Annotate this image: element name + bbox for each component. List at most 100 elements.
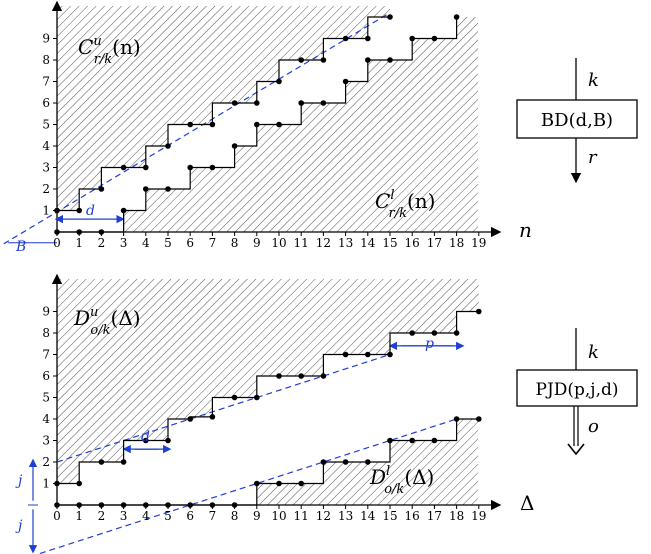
lower-point bbox=[342, 78, 349, 85]
bd-input-label: k bbox=[588, 70, 599, 91]
x-tick-label: 4 bbox=[142, 509, 150, 523]
y-tick-label: 1 bbox=[42, 477, 50, 491]
upper-point bbox=[98, 459, 105, 465]
upper-staircase bbox=[57, 310, 479, 485]
lower-point bbox=[409, 35, 416, 42]
upper-staircase bbox=[57, 16, 390, 212]
upper-point bbox=[365, 35, 371, 42]
axis-label-delta: Δ bbox=[520, 491, 534, 515]
lower-point bbox=[431, 437, 438, 444]
y-tick-label: 8 bbox=[42, 326, 50, 340]
lower-point bbox=[431, 35, 438, 42]
y-tick-label: 2 bbox=[42, 455, 50, 469]
pjd-input-label: k bbox=[588, 342, 599, 363]
x-tick-label: 12 bbox=[316, 236, 331, 250]
upper-point bbox=[187, 416, 193, 422]
lower-point bbox=[143, 186, 149, 192]
x-tick-label: 8 bbox=[231, 236, 239, 250]
arrival-curve-chart: 0 1 2 3 4 5 6 7 8 9 10 11 12 13 14 15 16 17 18 19123456789 … bbox=[3, 0, 532, 255]
upper-curve-label: Du o/k(Δ) bbox=[73, 305, 141, 338]
upper-point bbox=[120, 459, 127, 465]
upper-point bbox=[187, 121, 193, 128]
upper-point bbox=[76, 207, 82, 214]
x-tick-label: 1 bbox=[75, 236, 83, 250]
x-tick-label: 6 bbox=[186, 236, 194, 250]
y-tick-label: 3 bbox=[42, 434, 50, 448]
upper-point bbox=[209, 121, 216, 128]
x-tick-label: 14 bbox=[360, 509, 376, 523]
upper-point bbox=[165, 143, 171, 149]
y-tick-label: 5 bbox=[42, 391, 50, 405]
bd-block: k BD(d,B) r bbox=[516, 58, 638, 184]
upper-point bbox=[320, 57, 327, 63]
lower-hatch-region bbox=[57, 419, 479, 505]
y-tick-label: 9 bbox=[42, 32, 50, 46]
x-tick-label: 16 bbox=[405, 509, 420, 523]
upper-point bbox=[409, 330, 416, 336]
upper-point bbox=[231, 100, 238, 106]
upper-point bbox=[387, 351, 393, 358]
lower-point bbox=[76, 502, 82, 508]
x-tick-label: 13 bbox=[338, 509, 353, 523]
x-tick-label: 2 bbox=[98, 509, 106, 523]
burst-label: B bbox=[15, 239, 26, 255]
upper-point bbox=[342, 351, 349, 358]
upper-point bbox=[98, 186, 105, 192]
x-tick-label: 11 bbox=[294, 509, 309, 523]
service-curve-chart: 0 1 2 3 4 5 6 7 8 9 10 11 12 13 14 15 16 17 18 19123456789 … bbox=[15, 273, 534, 554]
upper-bound-line bbox=[56, 353, 391, 463]
upper-point bbox=[253, 100, 260, 106]
x-tick-label: 19 bbox=[471, 236, 486, 250]
pjd-block: k PJD(p,j,d) o bbox=[516, 328, 638, 456]
x-tick-label: 15 bbox=[382, 509, 397, 523]
lower-point bbox=[342, 459, 349, 465]
y-tick-label: 4 bbox=[42, 139, 50, 153]
x-tick-label: 18 bbox=[449, 509, 464, 523]
lower-point bbox=[143, 502, 149, 508]
x-tick-label: 3 bbox=[120, 236, 128, 250]
upper-hatch bbox=[57, 6, 390, 211]
lower-point bbox=[209, 164, 216, 171]
upper-point bbox=[476, 308, 482, 315]
x-tick-label: 7 bbox=[209, 236, 217, 250]
upper-point bbox=[54, 480, 60, 487]
lower-point bbox=[98, 229, 105, 235]
bd-box bbox=[516, 99, 638, 139]
staircase-curves bbox=[57, 310, 479, 506]
upper-hatch-region bbox=[57, 279, 479, 484]
lower-point bbox=[298, 100, 305, 106]
y-tick-label: 6 bbox=[42, 369, 50, 383]
lower-point bbox=[253, 121, 260, 128]
lower-bound-line bbox=[36, 418, 457, 554]
x-tick-label: 5 bbox=[164, 509, 172, 523]
lower-point bbox=[476, 416, 482, 422]
x-tick-label: 7 bbox=[209, 509, 217, 523]
upper-point bbox=[276, 373, 282, 379]
lower-point bbox=[98, 502, 105, 508]
x-tick-label: 3 bbox=[120, 509, 128, 523]
y-tick-label: 7 bbox=[42, 348, 50, 362]
lower-point bbox=[120, 502, 127, 508]
upper-point bbox=[298, 373, 305, 379]
upper-hatch-region bbox=[57, 6, 390, 211]
lower-point bbox=[76, 229, 82, 235]
lower-point bbox=[165, 186, 171, 192]
lower-curve-label: Dl o/k(Δ) bbox=[369, 464, 434, 497]
upper-point bbox=[54, 207, 60, 214]
upper-point bbox=[253, 394, 260, 401]
x-tick-label: 15 bbox=[382, 236, 397, 250]
lower-point bbox=[365, 57, 371, 63]
lower-point bbox=[165, 502, 171, 508]
x-tick-label: 5 bbox=[164, 236, 172, 250]
x-tick-label: 2 bbox=[98, 236, 106, 250]
x-tick-label: 9 bbox=[253, 236, 261, 250]
x-tick-label: 6 bbox=[186, 509, 194, 523]
lower-point bbox=[276, 121, 282, 128]
upper-point bbox=[342, 35, 349, 42]
lower-staircase bbox=[57, 418, 479, 506]
upper-point bbox=[143, 437, 149, 444]
lower-point bbox=[187, 164, 193, 171]
